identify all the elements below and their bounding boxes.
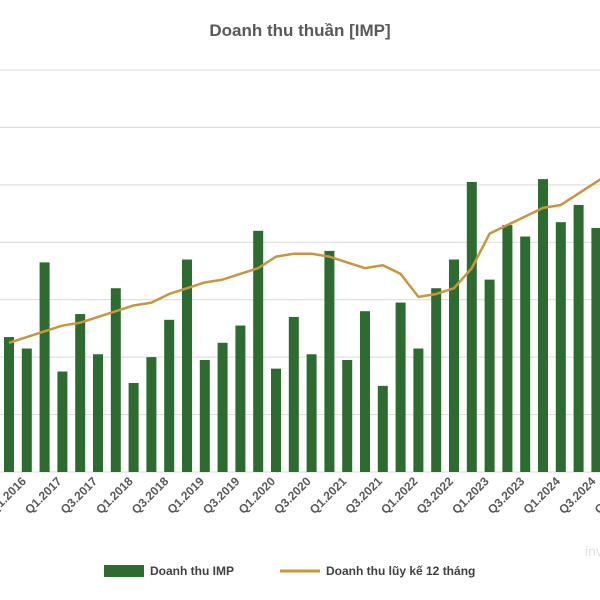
- bar-Q2.2023: [520, 236, 531, 472]
- bar-Q1.2024: [573, 204, 584, 472]
- bar-Q3.2020: [324, 250, 335, 472]
- bar-Q3.2023: [538, 179, 548, 472]
- bar-Q4.2020: [342, 360, 353, 472]
- bar-layer: [4, 179, 600, 472]
- bar-Q1.2017: [75, 314, 86, 472]
- bar-Q1.2022: [431, 288, 442, 472]
- bar-Q2.2021: [377, 385, 388, 472]
- line-series-ttm: [8, 178, 600, 344]
- x-tick-label: Q1.2022: [378, 474, 421, 517]
- bar-Q3.2022: [466, 181, 477, 472]
- bar-Q4.2017: [128, 382, 139, 472]
- legend-bar-label: Doanh thu IMP: [150, 564, 234, 578]
- legend: Doanh thu IMP Doanh thu lũy kế 12 tháng: [104, 564, 475, 578]
- bar-Q1.2018: [146, 357, 157, 472]
- bar-Q2.2016: [21, 348, 32, 472]
- bar-Q1.2019: [217, 342, 228, 472]
- x-tick-label: Q1.2023: [449, 474, 492, 517]
- x-tick-label: Q3.2019: [200, 474, 243, 517]
- x-tick-label: Q3.2021: [342, 474, 385, 517]
- watermark-text: inv: [585, 543, 600, 559]
- bar-Q3.2021: [395, 302, 406, 472]
- bar-Q2.2022: [449, 259, 459, 472]
- x-tick-label: Q1.2018: [93, 474, 136, 517]
- bar-Q4.2018: [199, 360, 210, 472]
- legend-bar-swatch: [104, 565, 144, 577]
- x-tick-label: Q1.2020: [236, 474, 279, 517]
- bar-Q2.2024: [591, 227, 600, 472]
- legend-line-label: Doanh thu lũy kế 12 tháng: [326, 564, 475, 578]
- x-tick-label: Q1.2021: [307, 474, 350, 517]
- bar-Q3.2016: [39, 262, 50, 472]
- x-tick-label: Q3.2024: [556, 474, 599, 517]
- bar-Q1.2020: [288, 316, 299, 472]
- bar-Q2.2020: [306, 354, 317, 472]
- x-tick-label: Q3.2023: [485, 474, 528, 517]
- bar-Q1.2016: [4, 337, 14, 472]
- bar-Q2.2018: [164, 319, 175, 472]
- bar-Q4.2019: [271, 368, 281, 472]
- bar-Q3.2018: [182, 259, 192, 472]
- bar-Q2.2017: [93, 354, 103, 472]
- chart-title: Doanh thu thuần [IMP]: [209, 21, 390, 40]
- x-tick-label: Q1.2024: [520, 474, 563, 517]
- x-tick-label: Q3.2020: [271, 474, 314, 517]
- bar-Q1.2023: [502, 225, 513, 472]
- bar-Q4.2021: [413, 348, 424, 472]
- bar-Q4.2016: [57, 371, 68, 472]
- bar-Q3.2019: [253, 230, 264, 472]
- x-tick-label: Q1.2019: [164, 474, 207, 517]
- bar-Q4.2023: [555, 222, 566, 472]
- x-tick-label: Q1.2017: [22, 474, 65, 517]
- bar-Q1.2021: [360, 311, 370, 472]
- x-tick-label: Q3.2022: [414, 474, 457, 517]
- bar-Q3.2017: [110, 288, 121, 472]
- line-layer: [8, 178, 600, 344]
- x-tick-label: Q3.2017: [58, 474, 101, 517]
- bar-Q4.2022: [484, 279, 495, 472]
- bar-Q2.2019: [235, 325, 246, 472]
- x-tick-label: Q3.2018: [129, 474, 172, 517]
- tick-layer: Q1.2016Q1.2017Q3.2017Q1.2018Q3.2018Q1.20…: [0, 474, 600, 517]
